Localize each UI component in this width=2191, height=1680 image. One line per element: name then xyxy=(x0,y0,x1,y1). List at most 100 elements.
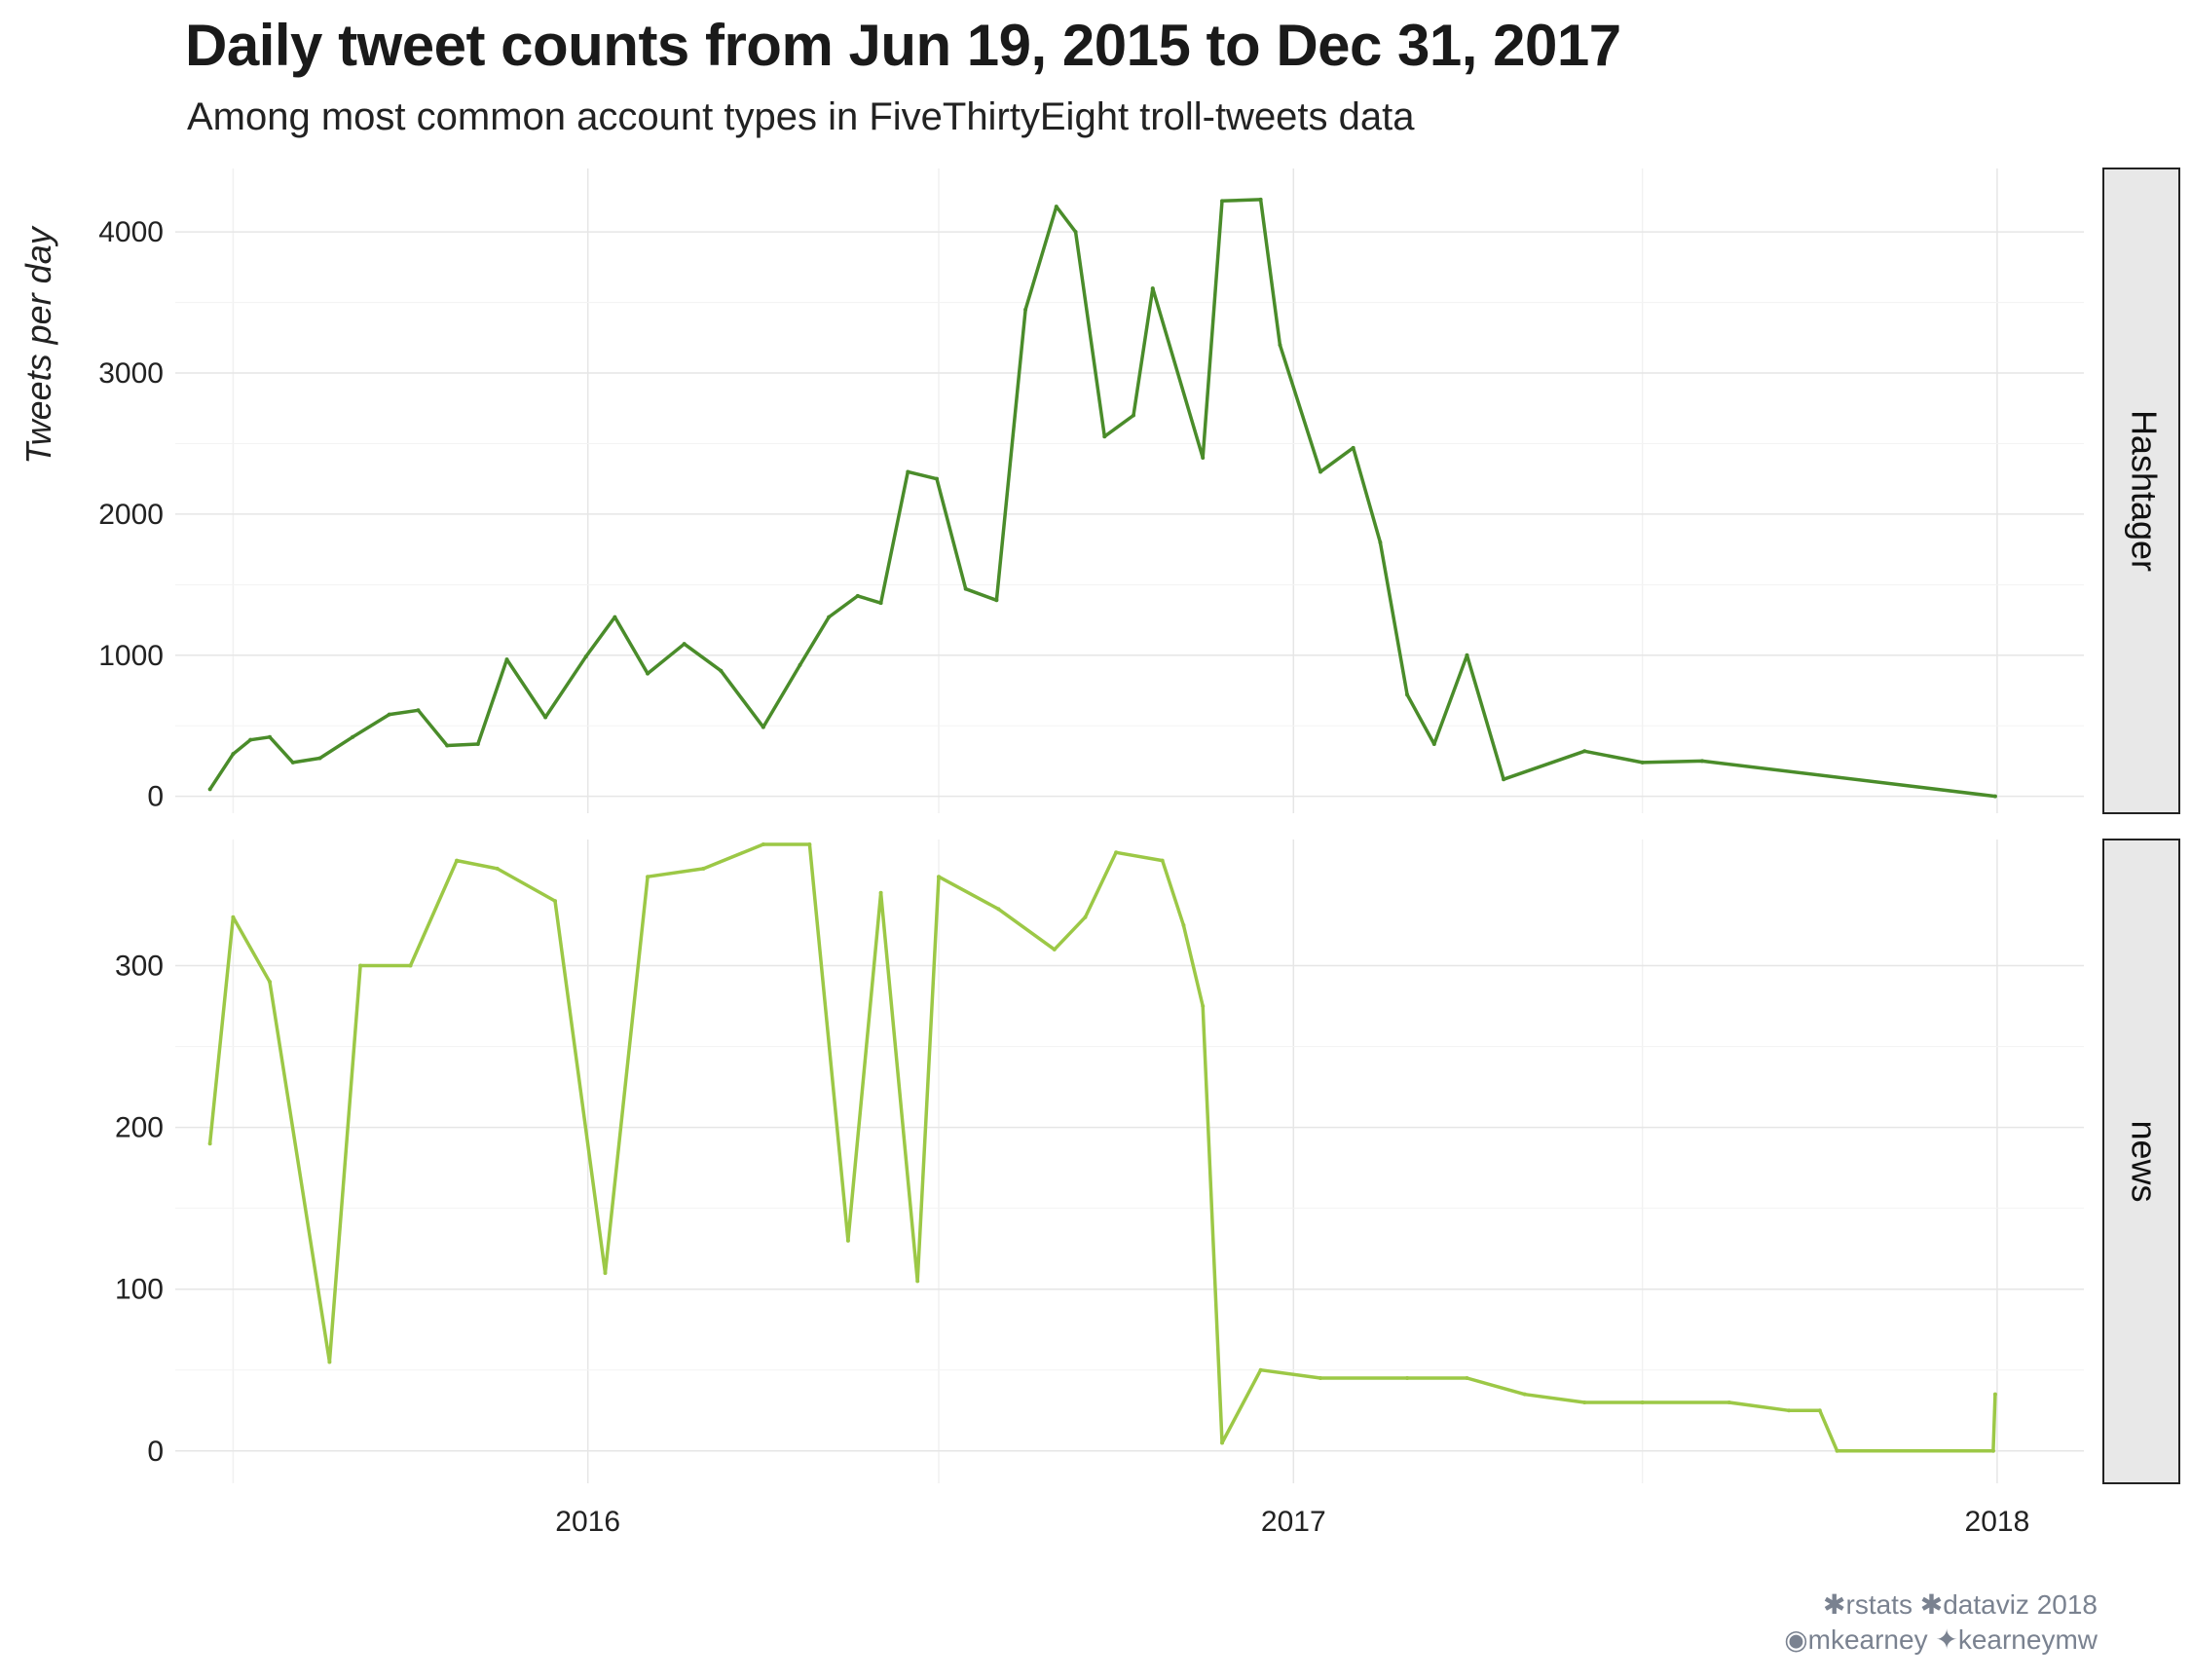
data-point xyxy=(1258,1367,1263,1372)
data-point xyxy=(1727,1400,1731,1404)
data-point xyxy=(1787,1408,1792,1413)
data-point xyxy=(963,586,968,591)
data-point xyxy=(231,915,236,919)
facet-strip xyxy=(2102,839,2180,1484)
data-point xyxy=(1817,1408,1822,1413)
data-point xyxy=(1054,205,1058,209)
series-line-hashtager xyxy=(208,198,1996,799)
data-point xyxy=(248,737,253,742)
caption-line-2: ◉mkearney ✦kearneymw xyxy=(1784,1623,2098,1658)
github-icon: ◉ xyxy=(1784,1624,1808,1655)
data-point xyxy=(761,725,765,729)
data-point xyxy=(1992,1392,1997,1397)
y-tick-label: 2000 xyxy=(98,499,164,531)
y-tick-label: 300 xyxy=(115,951,164,983)
y-tick-label: 200 xyxy=(115,1112,164,1144)
data-point xyxy=(1150,286,1155,291)
data-point xyxy=(906,469,910,474)
data-point xyxy=(761,841,765,846)
data-point xyxy=(1073,230,1078,235)
data-point xyxy=(583,654,588,659)
data-point xyxy=(1318,469,1322,474)
series-line-news xyxy=(207,842,1997,1453)
data-point xyxy=(543,715,548,720)
caption-line-1: ✱rstats ✱dataviz 2018 xyxy=(1823,1589,2098,1620)
data-point xyxy=(1990,1448,1995,1453)
data-point xyxy=(1582,749,1587,754)
data-point xyxy=(1114,850,1119,855)
y-tick-label: 4000 xyxy=(98,216,164,248)
data-point xyxy=(317,756,322,761)
data-point xyxy=(1201,1004,1206,1009)
data-point xyxy=(1992,794,1997,799)
data-point xyxy=(1465,653,1469,657)
data-point xyxy=(1582,1400,1587,1404)
data-point xyxy=(268,980,273,985)
data-point xyxy=(455,858,460,863)
data-point xyxy=(1220,199,1225,204)
facet-strip xyxy=(2102,168,2180,814)
data-point xyxy=(1640,1400,1645,1404)
data-point xyxy=(1023,307,1028,312)
data-point xyxy=(807,841,812,846)
data-point xyxy=(701,866,706,871)
x-tick-label: 2018 xyxy=(1965,1506,2030,1538)
x-tick-label: 2016 xyxy=(555,1506,620,1538)
twitter-icon: ✦ xyxy=(1935,1624,1958,1655)
y-axis-label: Tweets per day xyxy=(19,225,58,464)
data-point xyxy=(719,668,724,673)
data-point xyxy=(1405,692,1410,697)
data-point xyxy=(231,752,236,757)
data-point xyxy=(1502,777,1506,782)
data-point xyxy=(504,657,509,662)
data-point xyxy=(1278,343,1282,348)
data-point xyxy=(351,734,355,739)
data-point xyxy=(1640,760,1645,765)
data-point xyxy=(1258,197,1263,202)
data-point xyxy=(475,742,480,747)
data-point xyxy=(1378,540,1383,544)
data-point xyxy=(994,598,999,603)
caption: ✱rstats ✱dataviz 2018 ◉mkearney ✦kearney… xyxy=(1784,1587,2098,1658)
data-point xyxy=(855,593,860,598)
facet-label: news xyxy=(2124,1120,2164,1202)
data-point xyxy=(207,1141,212,1146)
data-point xyxy=(1318,1376,1322,1381)
y-tick-label: 0 xyxy=(147,1436,164,1468)
data-point xyxy=(268,734,273,739)
data-point xyxy=(1160,858,1165,863)
data-point xyxy=(878,601,883,606)
data-point xyxy=(1405,1376,1410,1381)
github-handle: mkearney xyxy=(1807,1624,1928,1655)
data-point xyxy=(358,963,363,968)
data-point xyxy=(845,1238,850,1243)
data-point xyxy=(1131,413,1135,418)
data-point xyxy=(327,1360,332,1364)
y-tick-label: 0 xyxy=(147,781,164,813)
data-point xyxy=(1181,923,1186,928)
y-tick-label: 100 xyxy=(115,1274,164,1306)
data-point xyxy=(553,899,558,904)
data-point xyxy=(290,760,295,765)
twitter-handle: kearneymw xyxy=(1957,1624,2098,1655)
y-tick-label: 1000 xyxy=(98,640,164,672)
data-point xyxy=(408,963,413,968)
data-point xyxy=(682,642,687,647)
data-point xyxy=(445,743,450,748)
chart-title: Daily tweet counts from Jun 19, 2015 to … xyxy=(185,13,1621,78)
data-point xyxy=(603,1271,608,1276)
data-point xyxy=(996,907,1001,912)
data-point xyxy=(935,476,940,481)
data-point xyxy=(387,712,391,717)
data-point xyxy=(1102,434,1107,439)
x-tick-label: 2017 xyxy=(1261,1506,1326,1538)
data-point xyxy=(937,875,941,879)
data-point xyxy=(613,615,617,619)
data-point xyxy=(1465,1376,1469,1381)
chart-subtitle: Among most common account types in FiveT… xyxy=(187,95,1415,138)
data-point xyxy=(1201,455,1206,460)
y-tick-label: 3000 xyxy=(98,357,164,390)
data-point xyxy=(1083,915,1088,919)
data-point xyxy=(207,787,212,792)
